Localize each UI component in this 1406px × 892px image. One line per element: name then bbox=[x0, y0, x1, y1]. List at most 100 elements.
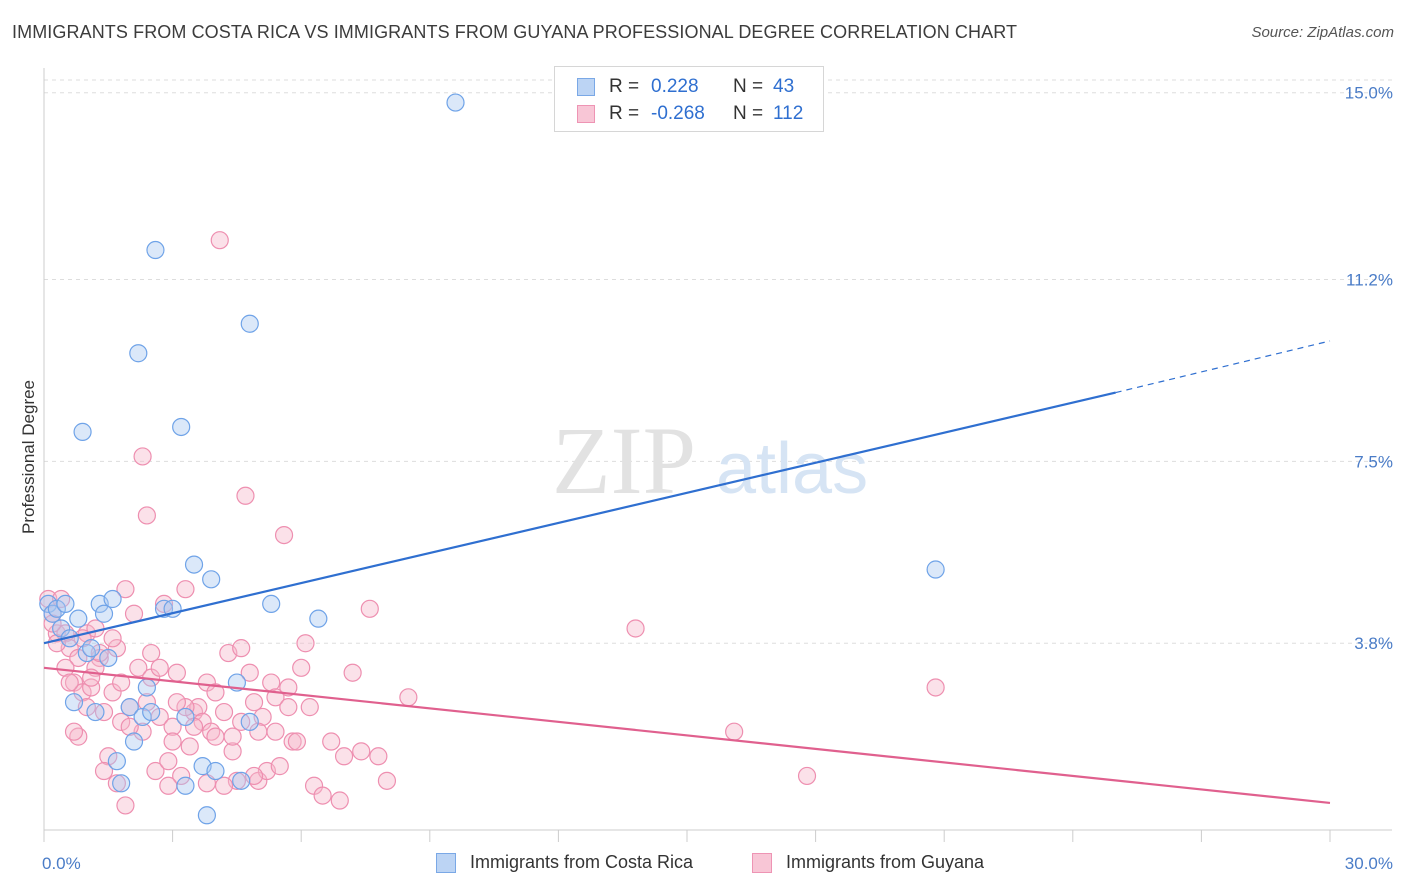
point-guyana bbox=[296, 634, 315, 653]
point-costa-rica bbox=[142, 702, 161, 722]
point-costa-rica bbox=[240, 314, 259, 333]
legend-n-value: 112 bbox=[773, 103, 804, 124]
point-guyana bbox=[279, 678, 298, 697]
point-costa-rica bbox=[69, 609, 88, 628]
point-guyana bbox=[116, 796, 135, 815]
axes bbox=[43, 68, 1392, 842]
point-guyana bbox=[330, 791, 349, 810]
point-costa-rica bbox=[176, 776, 195, 795]
point-costa-rica bbox=[232, 771, 251, 790]
point-guyana bbox=[725, 722, 744, 741]
point-guyana bbox=[214, 702, 234, 722]
legend-r-value: 0.228 bbox=[651, 76, 699, 97]
point-costa-rica bbox=[73, 422, 92, 441]
point-guyana bbox=[142, 643, 161, 663]
trend-line-guyana bbox=[43, 666, 1331, 805]
point-guyana bbox=[206, 683, 225, 702]
point-guyana bbox=[167, 693, 186, 712]
point-guyana bbox=[343, 663, 362, 682]
y-axis-label: Professional Degree bbox=[19, 380, 38, 534]
point-guyana bbox=[146, 761, 165, 781]
point-guyana bbox=[283, 732, 302, 751]
point-guyana bbox=[214, 776, 234, 795]
point-guyana bbox=[270, 757, 289, 776]
point-guyana bbox=[120, 717, 139, 736]
point-guyana bbox=[279, 698, 298, 717]
point-costa-rica bbox=[99, 648, 118, 668]
point-costa-rica bbox=[926, 560, 945, 579]
y-tick-label: 3.8% bbox=[1354, 634, 1393, 653]
point-guyana bbox=[210, 231, 229, 250]
y-tick-label: 15.0% bbox=[1345, 84, 1393, 103]
point-guyana bbox=[797, 766, 817, 786]
point-guyana bbox=[300, 698, 319, 717]
x-tick-label: 30.0% bbox=[1345, 854, 1393, 873]
point-guyana bbox=[172, 766, 191, 786]
point-guyana bbox=[313, 786, 332, 805]
grid bbox=[44, 79, 1392, 644]
trend-line-costa-rica bbox=[43, 391, 1116, 645]
point-costa-rica bbox=[129, 344, 148, 363]
legend-r-label: R = bbox=[609, 76, 640, 97]
point-costa-rica bbox=[446, 93, 465, 112]
legend-item-costa-rica[interactable]: Immigrants from Costa Rica bbox=[436, 852, 693, 873]
point-guyana bbox=[103, 629, 122, 648]
legend-swatch-blue bbox=[436, 852, 456, 873]
point-costa-rica bbox=[107, 752, 126, 771]
point-costa-rica bbox=[120, 698, 139, 717]
point-costa-rica bbox=[103, 589, 122, 609]
legend-r-label: R = bbox=[609, 103, 640, 124]
point-costa-rica bbox=[47, 599, 66, 618]
point-guyana bbox=[352, 742, 371, 761]
point-guyana bbox=[159, 752, 178, 771]
point-guyana bbox=[292, 658, 311, 677]
point-guyana bbox=[43, 614, 62, 633]
point-costa-rica bbox=[133, 707, 152, 727]
watermark-zip: ZIP bbox=[552, 407, 696, 514]
point-guyana bbox=[112, 712, 131, 731]
legend-label-costa-rica: Immigrants from Costa Rica bbox=[470, 852, 694, 872]
point-guyana bbox=[244, 693, 264, 712]
tick-labels: 3.8% 7.5% 11.2% 15.0% 0.0% 30.0% bbox=[42, 84, 1393, 873]
point-guyana bbox=[137, 506, 156, 525]
point-costa-rica bbox=[197, 806, 216, 825]
legend-r-value: -0.268 bbox=[651, 103, 705, 124]
trend-lines bbox=[43, 340, 1331, 805]
point-guyana bbox=[56, 658, 75, 677]
point-guyana bbox=[163, 732, 182, 751]
legend-item-guyana[interactable]: Immigrants from Guyana bbox=[752, 852, 984, 873]
legend-swatch-pink bbox=[577, 105, 595, 123]
point-guyana bbox=[129, 658, 148, 677]
point-guyana bbox=[223, 742, 242, 761]
point-guyana bbox=[377, 771, 397, 790]
point-guyana bbox=[369, 747, 388, 766]
point-guyana bbox=[163, 717, 182, 736]
legend-row-guyana: R = -0.268 N = 112 bbox=[577, 101, 803, 127]
point-guyana bbox=[926, 678, 945, 697]
series-legend: Immigrants from Costa Rica Immigrants fr… bbox=[0, 852, 1406, 878]
point-guyana bbox=[236, 486, 255, 505]
point-guyana bbox=[137, 693, 156, 712]
point-costa-rica bbox=[64, 693, 84, 712]
point-guyana bbox=[399, 688, 418, 707]
point-costa-rica bbox=[309, 609, 328, 628]
legend-swatch-pink bbox=[752, 852, 772, 873]
point-costa-rica bbox=[202, 570, 221, 589]
chart-title: IMMIGRANTS FROM COSTA RICA VS IMMIGRANTS… bbox=[12, 22, 1018, 42]
point-costa-rica bbox=[137, 678, 156, 697]
point-guyana bbox=[206, 727, 225, 746]
point-guyana bbox=[82, 678, 101, 697]
point-guyana bbox=[176, 698, 195, 717]
point-guyana bbox=[94, 761, 114, 781]
legend-row-costa-rica: R = 0.228 N = 43 bbox=[577, 74, 794, 100]
point-costa-rica bbox=[146, 240, 165, 260]
y-tick-label: 11.2% bbox=[1346, 271, 1393, 290]
point-guyana bbox=[287, 732, 307, 751]
point-costa-rica bbox=[172, 417, 191, 437]
point-guyana bbox=[116, 580, 135, 599]
x-tick-label: 0.0% bbox=[42, 854, 81, 873]
legend-label-guyana: Immigrants from Guyana bbox=[786, 852, 985, 872]
point-guyana bbox=[107, 774, 126, 793]
point-guyana bbox=[60, 673, 79, 692]
